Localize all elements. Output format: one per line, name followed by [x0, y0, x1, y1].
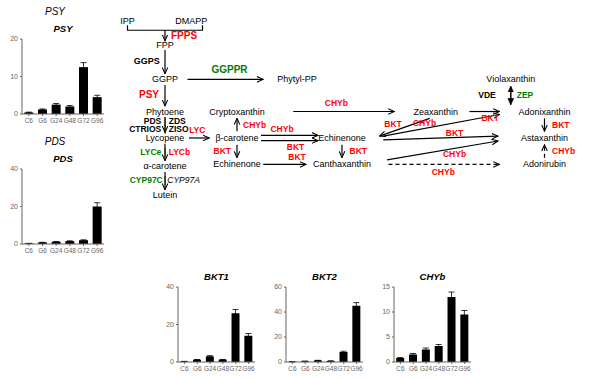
- html-text:BKT: BKT: [349, 145, 367, 156]
- svg-text:0: 0: [14, 240, 18, 247]
- svg-text:G96: G96: [91, 117, 104, 124]
- html-text:BKT: BKT: [552, 119, 570, 130]
- html-text:VDE: VDE: [478, 90, 496, 101]
- svg-text:15: 15: [382, 283, 390, 290]
- svg-text:5: 5: [386, 333, 390, 340]
- svg-text:G48: G48: [217, 365, 230, 372]
- svg-text:20: 20: [10, 35, 18, 42]
- svg-text:G6: G6: [38, 247, 47, 254]
- svg-text:40: 40: [166, 283, 174, 290]
- html-text:BKT2: BKT2: [312, 270, 337, 282]
- svg-text:10: 10: [10, 73, 18, 80]
- svg-text:C6: C6: [180, 365, 189, 372]
- html-text:Echinenone: Echinenone: [318, 132, 366, 143]
- svg-text:0: 0: [386, 358, 390, 365]
- html-text:LYCe | LYCb: LYCe | LYCb: [140, 146, 191, 157]
- html-text:CHYb: CHYb: [270, 123, 294, 134]
- html-text:Lycopene: Lycopene: [145, 132, 185, 143]
- html-text:PSY: PSY: [45, 6, 65, 17]
- svg-text:G24: G24: [204, 365, 217, 372]
- html-text:FPPS: FPPS: [171, 29, 198, 41]
- svg-text:G48: G48: [64, 117, 77, 124]
- html-text:CHYb: CHYb: [412, 117, 437, 128]
- svg-text:G72: G72: [338, 365, 351, 372]
- svg-text:G24: G24: [50, 117, 63, 124]
- svg-text:G6: G6: [193, 365, 202, 372]
- html-text:IPP: IPP: [120, 15, 135, 26]
- html-text:Cryptoxanthin: Cryptoxanthin: [209, 106, 265, 116]
- svg-text:10: 10: [382, 308, 390, 315]
- svg-text:G72: G72: [77, 117, 90, 124]
- html-text:Phytoene: Phytoene: [146, 106, 184, 116]
- svg-text:G48: G48: [433, 365, 446, 372]
- svg-text:G48: G48: [325, 365, 338, 372]
- svg-text:0: 0: [278, 358, 282, 365]
- svg-text:G6: G6: [409, 365, 418, 372]
- svg-text:G24: G24: [312, 365, 325, 372]
- svg-text:G96: G96: [350, 365, 363, 372]
- html-text:Lutein: Lutein: [152, 189, 178, 200]
- svg-text:C6: C6: [396, 365, 405, 372]
- html-text:FPP: FPP: [156, 39, 174, 50]
- html-text:CHYb: CHYb: [243, 119, 267, 130]
- svg-text:G96: G96: [91, 247, 104, 254]
- html-text:PDS: PDS: [53, 152, 73, 164]
- html-text:BKT: BKT: [213, 145, 231, 156]
- svg-text:C6: C6: [25, 117, 34, 124]
- svg-text:0: 0: [170, 358, 174, 365]
- html-text:CHYb: CHYb: [324, 97, 348, 108]
- svg-text:C6: C6: [288, 365, 297, 372]
- svg-text:G72: G72: [230, 365, 243, 372]
- svg-text:C6: C6: [25, 247, 34, 254]
- svg-text:G72: G72: [446, 365, 459, 372]
- html-text:CHYb: CHYb: [419, 270, 446, 282]
- html-text:Canthaxanthin: Canthaxanthin: [313, 158, 371, 169]
- html-text:BKT: BKT: [384, 118, 402, 129]
- html-text:PDS: PDS: [44, 136, 66, 147]
- html-text:CHYb: CHYb: [442, 149, 467, 159]
- html-text:CTRIOS | ZISO: CTRIOS | ZISO: [129, 123, 189, 134]
- html-text:BKT: BKT: [288, 151, 306, 162]
- html-text:BKT1: BKT1: [204, 270, 229, 282]
- html-text:Violaxanthin: Violaxanthin: [486, 73, 536, 84]
- html-text:Adonixanthin: Adonixanthin: [518, 106, 571, 116]
- svg-text:G6: G6: [301, 365, 310, 372]
- html-text:PSY: PSY: [53, 22, 73, 34]
- html-text:GGPPR: GGPPR: [211, 63, 248, 75]
- html-text:β-carotene: β-carotene: [215, 132, 259, 143]
- html-text:α-carotene: α-carotene: [143, 160, 187, 171]
- html-text:CYP97C | CYP97A: CYP97C | CYP97A: [129, 175, 200, 185]
- html-text:BKT: BKT: [445, 127, 464, 138]
- svg-text:20: 20: [274, 333, 282, 340]
- svg-text:20: 20: [166, 321, 174, 328]
- html-text:Phytyl-PP: Phytyl-PP: [277, 73, 317, 84]
- html-text:Adonirubin: Adonirubin: [523, 158, 566, 169]
- svg-text:G24: G24: [50, 247, 63, 254]
- html-text:GGPP: GGPP: [152, 73, 178, 84]
- html-text:Echinenone: Echinenone: [213, 158, 261, 169]
- html-text:PDS | ZDS: PDS | ZDS: [143, 115, 186, 126]
- html-text:DMAPP: DMAPP: [175, 15, 208, 26]
- html-text:CHYb: CHYb: [552, 145, 576, 156]
- html-text:ZEP: ZEP: [516, 90, 534, 101]
- html-text:LYC: LYC: [189, 125, 206, 136]
- svg-text:G96: G96: [242, 365, 255, 372]
- html-text:CHYb: CHYb: [431, 166, 455, 177]
- svg-text:40: 40: [274, 308, 282, 315]
- html-text:Zeaxanthin: Zeaxanthin: [413, 106, 458, 116]
- html-text:BKT: BKT: [481, 112, 499, 123]
- html-text:BKT: BKT: [286, 142, 305, 153]
- svg-text:G48: G48: [64, 247, 77, 254]
- svg-text:G24: G24: [420, 365, 433, 372]
- svg-text:G72: G72: [77, 247, 90, 254]
- html-text:PSY: PSY: [139, 89, 159, 101]
- svg-text:20: 20: [10, 203, 18, 210]
- html-text:Astaxanthin: Astaxanthin: [521, 132, 568, 143]
- svg-text:G96: G96: [458, 365, 471, 372]
- svg-text:0: 0: [14, 110, 18, 117]
- html-text:GGPS: GGPS: [133, 55, 160, 66]
- svg-text:G6: G6: [38, 117, 47, 124]
- svg-text:60: 60: [274, 283, 282, 290]
- svg-text:40: 40: [10, 165, 18, 172]
